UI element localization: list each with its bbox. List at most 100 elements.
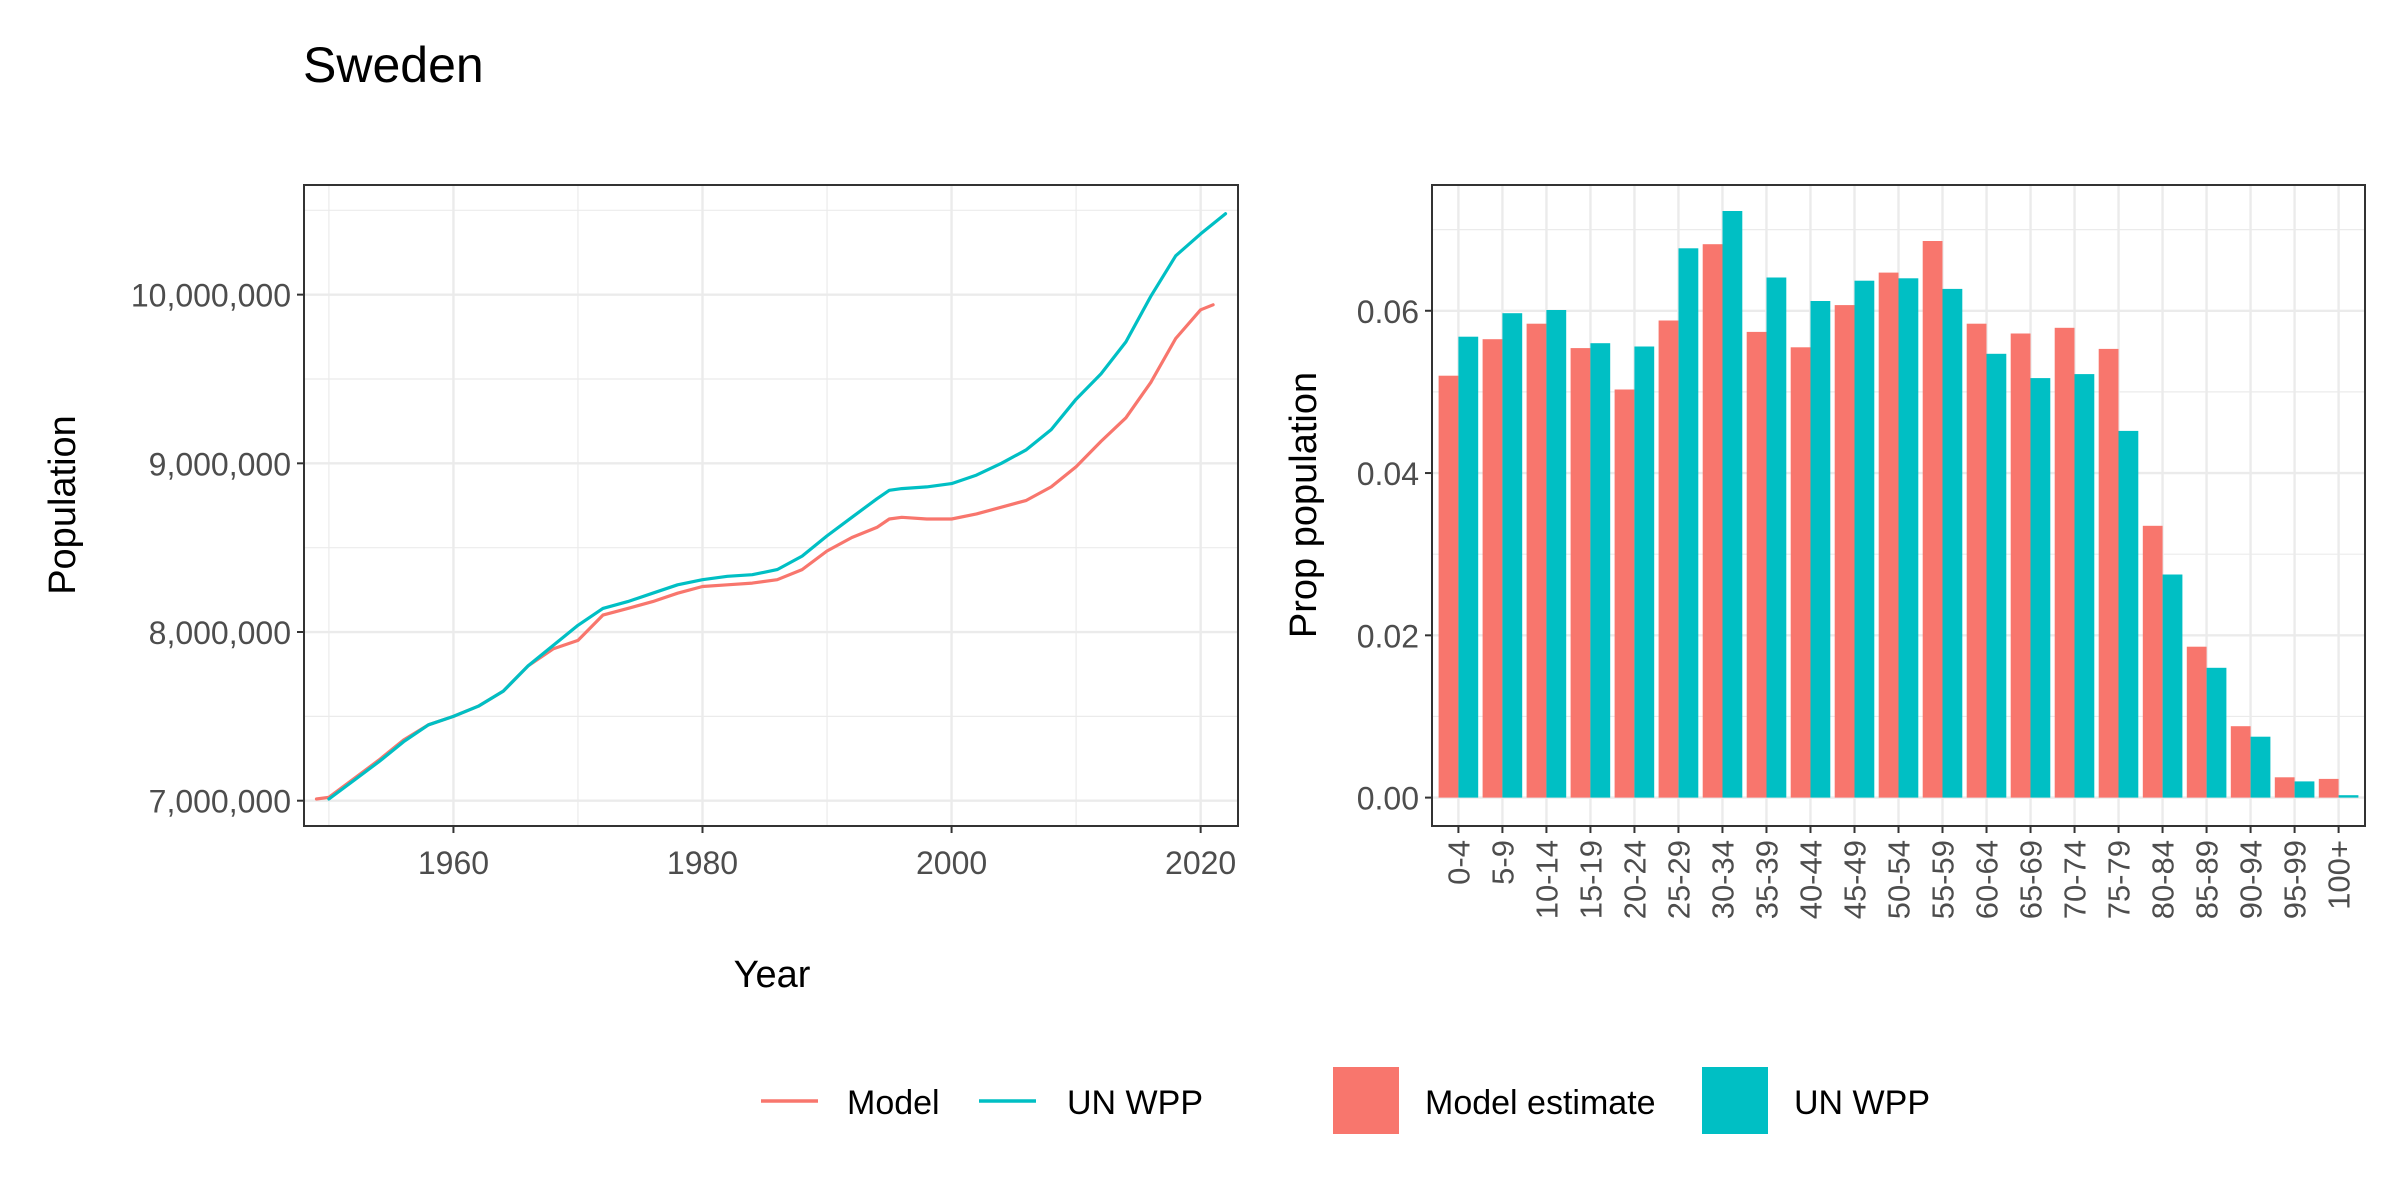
x-tick-label: 45-49 xyxy=(1838,840,1873,919)
age-distribution-bar-chart: 0.00 0.02 0.04 0.06 0-4 5-9 10-14 15-19 20-24 25… xyxy=(1283,184,2366,919)
bar-model-estimate-15-19 xyxy=(1570,348,1591,798)
x-tick-label: 10-14 xyxy=(1529,840,1564,919)
y-tick-label: 0.06 xyxy=(1357,294,1419,330)
bar-unwpp-45-49 xyxy=(1854,280,1875,798)
legend-label-model: Model xyxy=(847,1084,940,1122)
bar-model-estimate-25-29 xyxy=(1658,320,1679,798)
x-tick-label: 1980 xyxy=(667,845,738,881)
x-tick-label: 15-19 xyxy=(1573,840,1608,919)
x-tick-label: 100+ xyxy=(2322,840,2357,910)
x-tick-label: 35-39 xyxy=(1750,840,1785,919)
bar-chart-bars xyxy=(1438,211,2359,798)
figure-title: Sweden xyxy=(303,37,484,93)
y-tick-label: 0.02 xyxy=(1357,618,1419,654)
bar-model-estimate-100+ xyxy=(2318,778,2339,798)
x-tick-label: 95-99 xyxy=(2278,840,2313,919)
bar-unwpp-80-84 xyxy=(2162,574,2183,798)
legend-label-unwpp-line: UN WPP xyxy=(1067,1084,1203,1122)
bar-unwpp-10-14 xyxy=(1546,310,1567,798)
bar-model-estimate-80-84 xyxy=(2142,525,2163,798)
bar-model-estimate-70-74 xyxy=(2054,327,2075,798)
x-tick-label: 55-59 xyxy=(1926,840,1961,919)
x-tick-label: 0-4 xyxy=(1441,840,1476,885)
bar-unwpp-30-34 xyxy=(1722,211,1743,798)
bar-chart-x-ticks: 0-4 5-9 10-14 15-19 20-24 25-29 30-34 35-39 40-4… xyxy=(1441,826,2357,919)
bar-unwpp-100+ xyxy=(2338,795,2359,798)
x-tick-label: 65-69 xyxy=(2014,840,2049,919)
bar-unwpp-15-19 xyxy=(1590,343,1611,798)
bar-chart-y-axis-label: Prop population xyxy=(1283,372,1325,638)
x-tick-label: 50-54 xyxy=(1882,840,1917,919)
line-chart-y-ticks: 7,000,000 8,000,000 9,000,000 10,000,000 xyxy=(131,278,304,820)
y-tick-label: 10,000,000 xyxy=(131,278,291,314)
y-tick-label: 9,000,000 xyxy=(149,446,291,482)
bar-unwpp-70-74 xyxy=(2074,374,2095,798)
x-tick-label: 90-94 xyxy=(2234,840,2269,919)
y-tick-label: 0.04 xyxy=(1357,456,1419,492)
line-chart-series xyxy=(314,212,1228,801)
line-chart-x-axis-label: Year xyxy=(734,954,811,996)
bar-model-estimate-60-64 xyxy=(1966,323,1987,798)
line-chart-gridlines xyxy=(304,185,1238,826)
bar-unwpp-90-94 xyxy=(2250,736,2271,798)
population-line-chart: 7,000,000 8,000,000 9,000,000 10,000,000 19… xyxy=(42,184,1239,996)
bar-unwpp-40-44 xyxy=(1810,301,1831,798)
x-tick-label: 40-44 xyxy=(1794,840,1829,919)
bar-model-estimate-10-14 xyxy=(1526,323,1547,798)
x-tick-label: 1960 xyxy=(418,845,489,881)
x-tick-label: 25-29 xyxy=(1662,840,1697,919)
bar-unwpp-35-39 xyxy=(1766,277,1787,798)
line-legend: Model UN WPP xyxy=(761,1084,1203,1122)
bar-model-estimate-20-24 xyxy=(1614,389,1635,798)
bar-unwpp-65-69 xyxy=(2030,378,2051,798)
line-chart-x-ticks: 1960 1980 2000 2020 xyxy=(418,826,1236,881)
bar-model-estimate-35-39 xyxy=(1746,331,1767,798)
bar-model-estimate-85-89 xyxy=(2186,646,2207,798)
bar-unwpp-60-64 xyxy=(1986,353,2007,798)
bar-model-estimate-95-99 xyxy=(2274,777,2295,798)
line-chart-panel-border xyxy=(303,184,1239,827)
bar-model-estimate-30-34 xyxy=(1702,244,1723,798)
bar-model-estimate-45-49 xyxy=(1834,305,1855,798)
bar-model-estimate-40-44 xyxy=(1790,347,1811,798)
x-tick-label: 2020 xyxy=(1165,845,1236,881)
legend-label-unwpp-bar: UN WPP xyxy=(1794,1084,1930,1122)
bar-unwpp-50-54 xyxy=(1898,278,1919,798)
bar-unwpp-0-4 xyxy=(1458,336,1479,798)
bar-unwpp-20-24 xyxy=(1634,346,1655,798)
x-tick-label: 85-89 xyxy=(2190,840,2225,919)
bar-model-estimate-55-59 xyxy=(1922,241,1943,798)
bar-model-estimate-5-9 xyxy=(1482,339,1503,798)
x-tick-label: 30-34 xyxy=(1706,840,1741,919)
y-tick-label: 7,000,000 xyxy=(149,784,291,820)
bar-model-estimate-90-94 xyxy=(2230,726,2251,798)
bar-chart-y-ticks: 0.00 0.02 0.04 0.06 xyxy=(1357,294,1432,817)
x-tick-label: 70-74 xyxy=(2058,840,2093,919)
legend-label-model-estimate: Model estimate xyxy=(1425,1084,1656,1122)
bar-model-estimate-65-69 xyxy=(2010,333,2031,798)
x-tick-label: 5-9 xyxy=(1485,840,1520,885)
bar-model-estimate-50-54 xyxy=(1878,272,1899,798)
bar-legend: Model estimate UN WPP xyxy=(1333,1067,1930,1134)
bar-unwpp-85-89 xyxy=(2206,667,2227,798)
bar-unwpp-5-9 xyxy=(1502,313,1523,798)
legend-key-model-estimate xyxy=(1333,1067,1399,1134)
y-tick-label: 0.00 xyxy=(1357,781,1419,817)
x-tick-label: 75-79 xyxy=(2102,840,2137,919)
series-line-unwpp xyxy=(327,212,1228,801)
bar-unwpp-75-79 xyxy=(2118,430,2139,798)
legend-key-unwpp-bar xyxy=(1702,1067,1768,1134)
bar-unwpp-25-29 xyxy=(1678,248,1699,798)
line-chart-y-axis-label: Population xyxy=(42,415,84,595)
bar-unwpp-95-99 xyxy=(2294,781,2315,798)
y-tick-label: 8,000,000 xyxy=(149,615,291,651)
legends: Model UN WPP Model estimate UN WPP xyxy=(761,1067,1930,1134)
x-tick-label: 2000 xyxy=(916,845,987,881)
x-tick-label: 20-24 xyxy=(1617,840,1652,919)
bar-model-estimate-75-79 xyxy=(2098,348,2119,798)
bar-unwpp-55-59 xyxy=(1942,288,1963,798)
bar-model-estimate-0-4 xyxy=(1438,375,1459,798)
x-tick-label: 80-84 xyxy=(2146,840,2181,919)
x-tick-label: 60-64 xyxy=(1970,840,2005,919)
